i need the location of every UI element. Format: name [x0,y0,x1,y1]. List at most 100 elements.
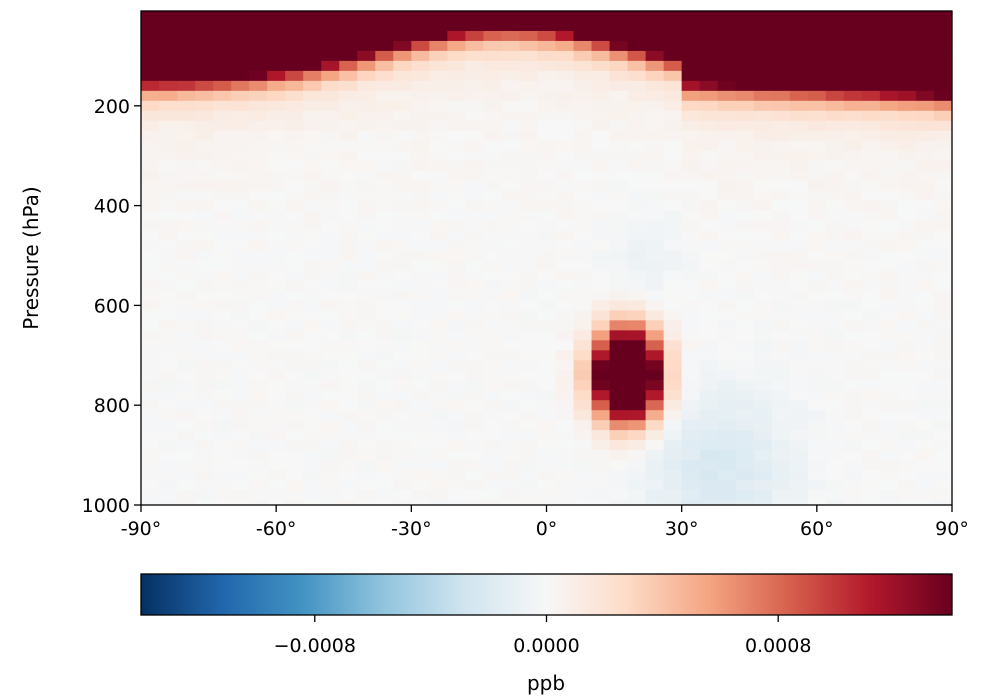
heatmap-cell [519,280,539,292]
heatmap-cell [627,70,647,82]
heatmap-cell [933,190,952,202]
heatmap-cell [141,210,160,222]
heatmap-cell [897,490,917,501]
heatmap-cell [357,70,376,82]
heatmap-cell [573,170,593,182]
heatmap-cell [807,100,827,112]
heatmap-cell [411,50,430,62]
heatmap-cell [537,270,557,282]
heatmap-cell [609,410,629,421]
heatmap-cell [429,290,448,302]
heatmap-cell [897,30,917,42]
heatmap-cell [321,170,340,182]
heatmap-cell [609,180,629,192]
heatmap-cell [717,400,737,411]
heatmap-cell [591,70,611,82]
heatmap-cell [573,450,593,461]
heatmap-cell [735,410,755,421]
heatmap-cell [447,470,466,481]
heatmap-cell [285,20,304,32]
heatmap-cell [933,140,952,152]
heatmap-cell [537,320,557,331]
heatmap-cell [825,20,845,32]
heatmap-cell [627,240,647,252]
heatmap-cell [141,390,160,401]
heatmap-cell [645,300,665,311]
heatmap-cell [825,40,845,52]
heatmap-cell [195,410,214,421]
heatmap-cell [717,60,737,72]
heatmap-cell [753,80,773,92]
heatmap-cell [591,430,611,441]
heatmap-cell [519,210,539,222]
heatmap-cell [159,190,178,202]
heatmap-cell [663,50,683,62]
heatmap-cell [663,460,683,471]
heatmap-cell [771,100,791,112]
heatmap-cell [753,100,773,112]
heatmap-cell [843,230,863,242]
heatmap-cell [231,190,250,202]
heatmap-cell [429,250,448,262]
heatmap-cell [249,240,268,252]
heatmap-cell [429,60,448,72]
heatmap-cell [825,270,845,282]
heatmap-cell [159,330,178,341]
heatmap-cell [627,410,647,421]
heatmap-cell [321,360,340,371]
heatmap-cell [915,340,935,351]
heatmap-cell [357,20,376,32]
heatmap-cell [375,340,394,351]
heatmap-cell [789,190,809,202]
heatmap-cell [609,190,629,202]
heatmap-cell [771,11,791,22]
heatmap-cell [177,260,196,272]
heatmap-cell [537,130,557,142]
heatmap-cell [483,140,503,152]
heatmap-cell [555,80,575,92]
heatmap-cell [699,380,719,391]
heatmap-cell [339,360,358,371]
heatmap-cell [195,450,214,461]
heatmap-cell [933,480,952,491]
heatmap-cell [285,480,304,491]
heatmap-cell [519,360,539,371]
colorbar-tick-label: 0.0008 [745,635,811,657]
heatmap-cell [159,350,178,361]
heatmap-cell [591,280,611,292]
heatmap-cell [591,240,611,252]
heatmap-cell [897,430,917,441]
heatmap-cell [213,120,232,132]
heatmap-cell [861,11,881,22]
heatmap-cell [213,140,232,152]
heatmap-cell [249,280,268,292]
heatmap-cell [933,360,952,371]
heatmap-cell [519,120,539,132]
heatmap-cell [519,420,539,431]
heatmap-cell [177,300,196,311]
heatmap-cell [807,330,827,341]
heatmap-cell [321,310,340,321]
heatmap-cell [231,390,250,401]
heatmap-cell [303,260,322,272]
heatmap-cell [915,100,935,112]
heatmap-cell [339,480,358,491]
heatmap-cell [501,70,521,82]
heatmap-cell [177,100,196,112]
heatmap-cell [393,11,412,22]
heatmap-cell [501,470,521,481]
heatmap-cell [411,20,430,32]
heatmap-cell [483,440,503,451]
heatmap-cell [213,400,232,411]
heatmap-cell [339,450,358,461]
heatmap-cell [465,420,485,431]
heatmap-cell [375,440,394,451]
heatmap-cell [663,350,683,361]
heatmap-cell [843,480,863,491]
heatmap-cell [375,390,394,401]
heatmap-cell [483,410,503,421]
heatmap-cell [753,340,773,351]
heatmap-cell [663,120,683,132]
heatmap-cell [861,50,881,62]
heatmap-cell [771,310,791,321]
